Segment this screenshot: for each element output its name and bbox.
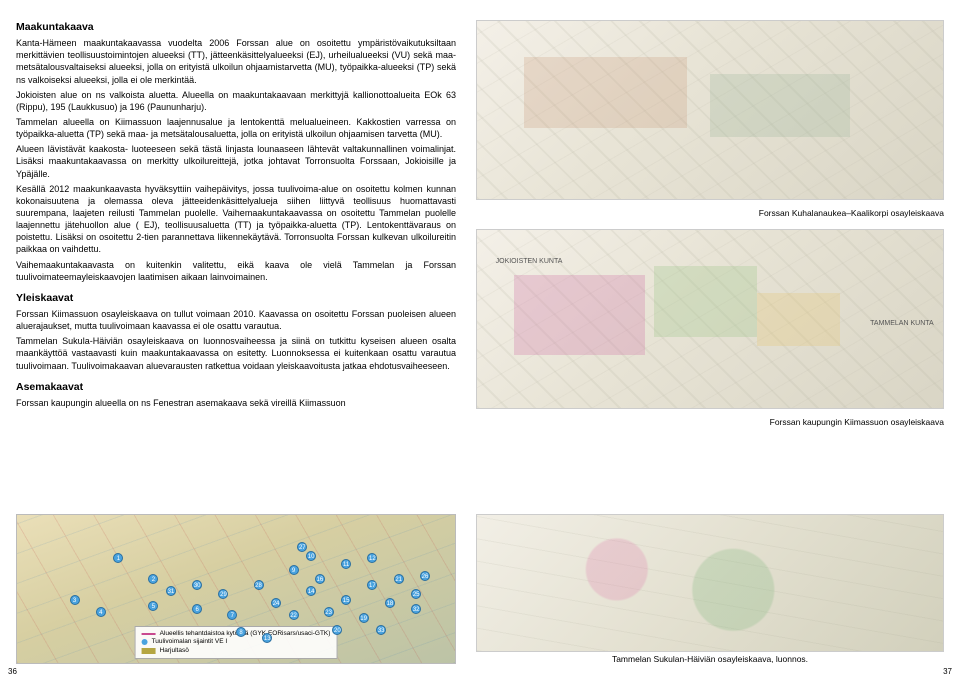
turbine-marker: 20: [332, 625, 342, 635]
page-number-left: 36: [8, 667, 17, 678]
turbine-marker: 17: [367, 580, 377, 590]
turbine-marker: 13: [262, 633, 272, 643]
para: Kesällä 2012 maakunkaavasta hyväksyttiin…: [16, 183, 456, 256]
turbine-marker: 11: [341, 559, 351, 569]
para: Tammelan alueella on Kiimassuon laajennu…: [16, 116, 456, 140]
heading-maakuntakaava: Maakuntakaava: [16, 20, 456, 34]
turbine-marker: 25: [411, 589, 421, 599]
heading-yleiskaavat: Yleiskaavat: [16, 291, 456, 305]
turbine-marker: 4: [96, 607, 106, 617]
turbine-marker: 30: [192, 580, 202, 590]
para: Tammelan Sukula-Häiviän osayleiskaava on…: [16, 335, 456, 371]
turbine-marker: 15: [341, 595, 351, 605]
heading-asemakaavat: Asemakaavat: [16, 380, 456, 394]
para: Vaihemaakuntakaavasta on kuitenkin valit…: [16, 259, 456, 283]
turbine-marker: 16: [315, 574, 325, 584]
turbine-marker: 24: [271, 598, 281, 608]
turbine-marker: 18: [385, 598, 395, 608]
turbine-marker: 28: [254, 580, 264, 590]
map-kiimassuo: TAMMELAN KUNTA JOKIOISTEN KUNTA: [476, 229, 944, 409]
turbine-marker: 9: [289, 565, 299, 575]
map-kuhalanaukea: [476, 20, 944, 200]
legend-row: Tuulivoimalan sijaintit VE I: [152, 638, 228, 646]
turbine-marker: 6: [192, 604, 202, 614]
turbine-marker: 3: [70, 595, 80, 605]
map-turbines: Alueellis tehantdaistoa kytössä (GYK EOR…: [16, 514, 456, 664]
turbine-marker: 5: [148, 601, 158, 611]
turbine-marker: 32: [411, 604, 421, 614]
turbine-marker: 1: [113, 553, 123, 563]
map-sukula-haivia: Tammelan Sukulan-Häiviän osayleiskaava, …: [476, 514, 944, 664]
right-map-column: Forssan Kuhalanaukea–Kaalikorpi osayleis…: [476, 20, 944, 429]
para: Alueen lävistävät kaakosta- luoteeseen s…: [16, 143, 456, 179]
caption-mid: Forssan kaupungin Kiimassuon osayleiskaa…: [476, 417, 944, 428]
page-number-right: 37: [943, 667, 952, 678]
turbine-marker: 2: [148, 574, 158, 584]
turbine-marker: 12: [367, 553, 377, 563]
turbine-marker: 29: [218, 589, 228, 599]
turbine-marker: 7: [227, 610, 237, 620]
caption-top: Forssan Kuhalanaukea–Kaalikorpi osayleis…: [476, 208, 944, 219]
para: Jokioisten alue on ns valkoista aluetta.…: [16, 89, 456, 113]
turbine-marker: 23: [324, 607, 334, 617]
legend-row: Harjultasö: [160, 647, 189, 655]
turbine-marker: 27: [297, 542, 307, 552]
turbine-marker: 33: [376, 625, 386, 635]
turbine-marker: 14: [306, 586, 316, 596]
para: Forssan Kiimassuon osayleiskaava on tull…: [16, 308, 456, 332]
left-text-column: Maakuntakaava Kanta-Hämeen maakuntakaava…: [16, 20, 456, 429]
turbine-marker: 22: [289, 610, 299, 620]
turbine-marker: 26: [420, 571, 430, 581]
caption-bottom: Tammelan Sukulan-Häiviän osayleiskaava, …: [476, 654, 944, 665]
para: Kanta-Hämeen maakuntakaavassa vuodelta 2…: [16, 37, 456, 86]
para: Forssan kaupungin alueella on ns Fenestr…: [16, 397, 456, 409]
turbine-marker: 31: [166, 586, 176, 596]
turbine-marker: 19: [359, 613, 369, 623]
turbine-marker: 21: [394, 574, 404, 584]
turbine-marker: 10: [306, 551, 316, 561]
